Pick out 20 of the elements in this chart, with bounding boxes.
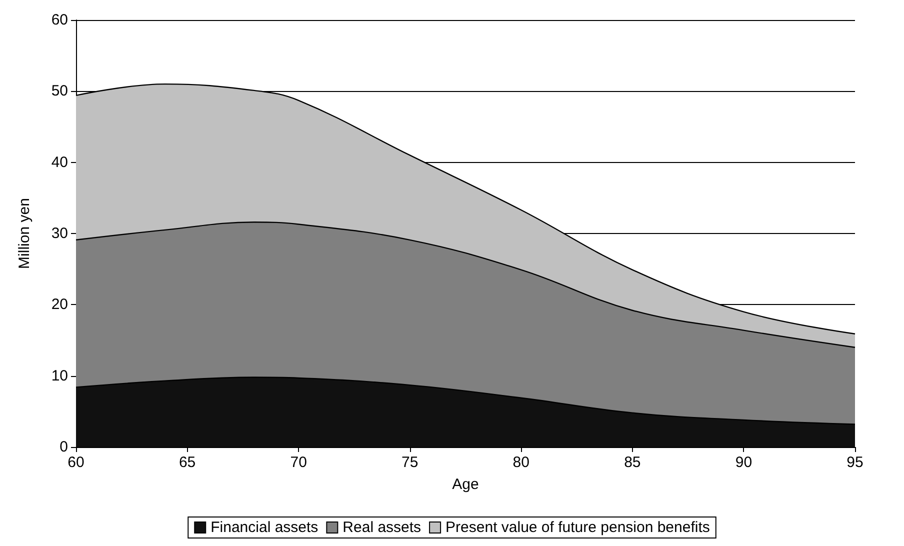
y-tick-label: 30	[51, 225, 68, 242]
x-tick-label: 65	[178, 454, 196, 471]
legend-label: Present value of future pension benefits	[446, 519, 710, 536]
x-tick-label: 95	[846, 454, 864, 471]
x-tick-label: 90	[735, 454, 752, 471]
legend-label: Financial assets	[210, 519, 318, 536]
y-tick-label: 20	[51, 296, 68, 314]
legend-label: Real assets	[342, 519, 422, 536]
x-tick-label: 60	[68, 454, 84, 471]
y-tick-label: 0	[60, 438, 68, 456]
x-axis-title: Age	[452, 476, 479, 493]
x-tick-label: 75	[402, 454, 418, 471]
y-tick-label: 60	[51, 12, 68, 28]
x-tick-label: 80	[512, 454, 530, 471]
y-axis-title: Million yen	[16, 198, 33, 269]
y-tick-label: 10	[51, 367, 68, 384]
y-tick-label: 40	[51, 154, 68, 171]
x-tick-label: 85	[624, 454, 641, 471]
x-tick-label: 70	[290, 454, 307, 471]
y-tick-label: 50	[51, 82, 68, 100]
